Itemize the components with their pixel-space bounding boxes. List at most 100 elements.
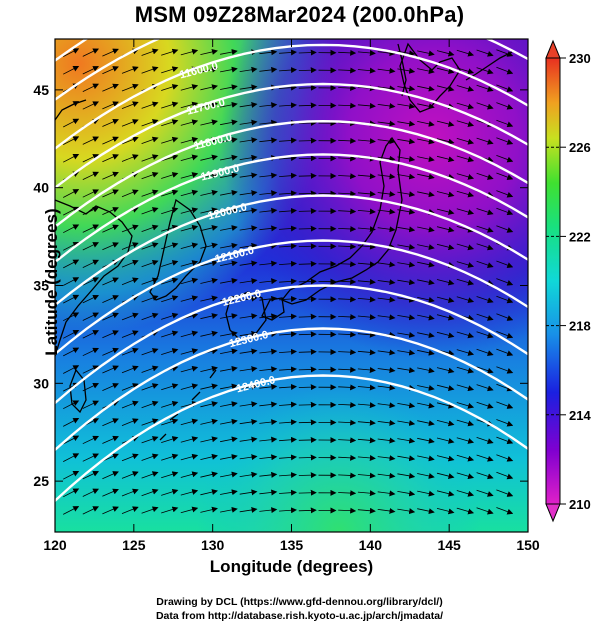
wind-arrow bbox=[298, 419, 317, 426]
wind-arrow bbox=[496, 102, 514, 110]
wind-arrow bbox=[496, 190, 514, 198]
wind-arrow bbox=[239, 366, 258, 373]
wind-arrow bbox=[456, 490, 475, 497]
wind-arrow bbox=[63, 189, 80, 198]
wind-arrow bbox=[161, 348, 179, 355]
wind-arrow bbox=[121, 119, 139, 127]
wind-arrow bbox=[279, 155, 297, 162]
wind-arrow bbox=[338, 437, 357, 444]
wind-arrow bbox=[200, 119, 218, 126]
wind-arrow bbox=[161, 84, 179, 91]
wind-arrow bbox=[141, 119, 159, 127]
wind-arrow bbox=[259, 366, 278, 373]
wind-arrow bbox=[82, 154, 100, 163]
wind-arrow bbox=[161, 154, 179, 162]
wind-arrow bbox=[220, 454, 238, 460]
wind-arrow bbox=[102, 207, 119, 215]
wind-arrow bbox=[102, 506, 119, 515]
y-axis-label: Latitude (degrees) bbox=[42, 208, 61, 356]
wind-arrow bbox=[121, 471, 139, 479]
wind-arrow bbox=[417, 173, 435, 180]
wind-arrow bbox=[456, 296, 475, 304]
wind-arrow bbox=[397, 332, 416, 338]
x-tick-label: 145 bbox=[437, 537, 461, 553]
wind-arrow bbox=[338, 243, 357, 250]
wind-arrow bbox=[456, 507, 475, 515]
wind-arrow bbox=[63, 312, 80, 322]
wind-arrow bbox=[200, 453, 218, 460]
wind-arrow bbox=[180, 383, 199, 390]
wind-arrow bbox=[161, 295, 179, 303]
wind-arrow bbox=[180, 330, 199, 338]
wind-arrow bbox=[259, 348, 278, 355]
wind-arrow bbox=[63, 347, 80, 357]
wind-arrow bbox=[417, 156, 435, 163]
wind-arrow bbox=[220, 119, 238, 126]
wind-arrow bbox=[121, 347, 139, 356]
wind-arrow bbox=[121, 154, 139, 162]
wind-arrow bbox=[82, 66, 100, 75]
wind-arrow bbox=[298, 331, 317, 338]
wind-arrow bbox=[63, 506, 80, 515]
wind-arrow bbox=[259, 137, 278, 144]
wind-arrow bbox=[298, 436, 317, 443]
wind-arrow bbox=[102, 435, 119, 444]
wind-arrow bbox=[220, 189, 238, 196]
wind-arrow bbox=[279, 260, 297, 267]
wind-arrow bbox=[338, 137, 357, 144]
wind-arrow bbox=[496, 366, 514, 374]
y-tick-label: 30 bbox=[33, 375, 49, 391]
wind-arrow bbox=[357, 472, 376, 479]
wind-arrow bbox=[298, 137, 317, 144]
wind-arrow bbox=[200, 242, 218, 249]
wind-arrow bbox=[456, 349, 475, 356]
wind-arrow bbox=[121, 383, 139, 391]
wind-arrow bbox=[239, 295, 258, 302]
wind-arrow bbox=[397, 490, 416, 497]
wind-arrow bbox=[180, 295, 199, 302]
wind-arrow bbox=[239, 190, 258, 197]
wind-arrow bbox=[397, 314, 416, 321]
wind-arrow bbox=[220, 365, 238, 372]
wind-arrow bbox=[436, 490, 455, 497]
wind-arrow bbox=[200, 101, 218, 108]
wind-arrow bbox=[141, 207, 159, 215]
wind-arrow bbox=[397, 472, 416, 479]
wind-arrow bbox=[338, 49, 357, 56]
wind-arrow bbox=[180, 101, 199, 109]
wind-arrow bbox=[496, 49, 514, 57]
wind-arrow bbox=[298, 401, 317, 408]
wind-arrow bbox=[456, 208, 475, 215]
wind-arrow bbox=[161, 330, 179, 338]
wind-arrow bbox=[239, 278, 258, 285]
wind-arrow bbox=[496, 260, 514, 268]
wind-arrow bbox=[220, 506, 238, 513]
wind-arrow bbox=[200, 48, 218, 55]
wind-arrow bbox=[456, 419, 475, 427]
wind-arrow bbox=[200, 189, 218, 196]
wind-arrow bbox=[496, 383, 514, 392]
wind-arrow bbox=[82, 400, 100, 409]
wind-arrow bbox=[417, 420, 435, 427]
wind-arrow bbox=[102, 189, 119, 198]
wind-arrow bbox=[220, 172, 238, 179]
wind-arrow bbox=[476, 49, 494, 57]
wind-arrow bbox=[82, 83, 100, 92]
wind-arrow bbox=[496, 507, 514, 515]
wind-arrow bbox=[200, 295, 218, 302]
wind-arrow bbox=[377, 507, 396, 514]
wind-arrow bbox=[436, 120, 455, 127]
wind-arrow bbox=[456, 85, 475, 92]
wind-arrow bbox=[397, 402, 416, 409]
wind-arrow bbox=[161, 488, 179, 496]
wind-arrow bbox=[259, 471, 278, 478]
wind-arrow bbox=[121, 453, 139, 462]
wind-arrow bbox=[338, 67, 357, 74]
wind-arrow bbox=[121, 83, 139, 92]
wind-arrow bbox=[82, 259, 100, 268]
wind-arrow bbox=[63, 488, 80, 498]
wind-arrow bbox=[102, 101, 119, 110]
wind-arrow bbox=[357, 331, 376, 338]
wind-arrow bbox=[338, 173, 357, 180]
wind-arrow bbox=[298, 190, 317, 197]
